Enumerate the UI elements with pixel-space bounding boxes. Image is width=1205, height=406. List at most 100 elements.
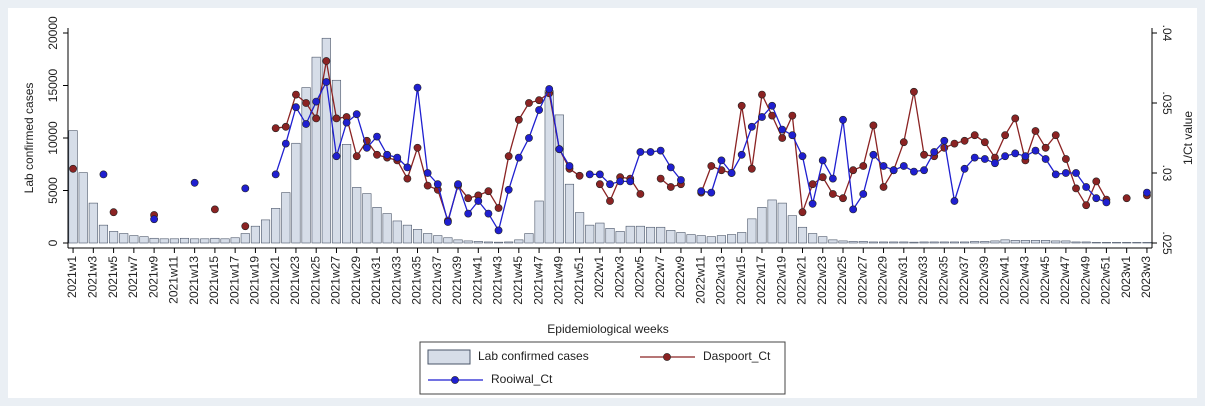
bar <box>443 237 453 244</box>
bar <box>392 220 402 244</box>
x-tick-label: 2022w25 <box>835 256 849 305</box>
bar <box>412 229 423 244</box>
point <box>1051 131 1060 140</box>
bar <box>818 236 828 244</box>
bar <box>514 239 524 244</box>
point <box>879 162 888 170</box>
x-tick-label: 2021w51 <box>572 256 586 305</box>
y-tick-label: 20000 <box>46 16 60 50</box>
point <box>940 136 949 145</box>
point <box>930 148 939 156</box>
bar <box>109 231 119 244</box>
bar <box>554 114 564 244</box>
point <box>271 124 280 133</box>
point <box>535 106 543 114</box>
point <box>798 208 807 217</box>
x-tick-label: 2022w39 <box>977 256 991 305</box>
point <box>393 153 402 162</box>
point <box>636 190 645 198</box>
point <box>1031 146 1040 155</box>
bar <box>1132 242 1142 244</box>
x-tick-label: 2021w33 <box>389 256 403 305</box>
bar <box>777 202 787 244</box>
point <box>413 83 422 92</box>
point <box>322 57 331 65</box>
point <box>1092 177 1101 186</box>
point <box>788 131 797 140</box>
x-tick-label: 2021w37 <box>430 256 444 305</box>
x-axis-title: Epidemiological weeks <box>547 322 668 336</box>
bar <box>919 241 929 244</box>
point <box>940 143 949 152</box>
x-tick-label: 2022w21 <box>795 256 809 305</box>
bar <box>1000 239 1010 244</box>
bar <box>595 222 605 244</box>
point <box>1092 194 1101 203</box>
x-tick-label: 2022w43 <box>1018 256 1032 305</box>
bar <box>321 37 331 244</box>
point <box>241 184 250 193</box>
point <box>818 156 827 165</box>
point <box>190 178 199 187</box>
point <box>595 170 604 179</box>
legend-swatch <box>427 349 471 365</box>
bar <box>179 237 190 244</box>
bar <box>382 213 392 244</box>
point <box>241 222 250 231</box>
y2-tick-label: .04 <box>1160 25 1174 42</box>
point <box>879 183 888 191</box>
point <box>1021 152 1030 161</box>
point <box>970 153 979 162</box>
point <box>514 153 523 162</box>
point <box>859 190 868 198</box>
bar <box>494 241 504 244</box>
point <box>474 197 483 205</box>
point <box>1061 155 1070 163</box>
point <box>606 197 614 205</box>
point <box>585 170 594 179</box>
legend-swatch <box>663 353 671 361</box>
bar <box>585 224 595 244</box>
point <box>636 148 645 156</box>
point <box>1041 155 1050 163</box>
point <box>778 125 787 134</box>
point <box>656 174 665 183</box>
x-tick-label: 2022w33 <box>916 256 930 305</box>
x-tick-label: 2022w19 <box>774 256 788 305</box>
bar <box>311 56 321 244</box>
bar <box>858 241 868 244</box>
y-tick-label: 15000 <box>46 68 60 102</box>
x-tick-label: 2022w47 <box>1058 256 1072 305</box>
point <box>1082 201 1091 210</box>
bar <box>848 241 858 244</box>
bar <box>828 239 838 244</box>
x-tick-label: 2022w29 <box>876 256 890 305</box>
bar <box>990 240 1000 244</box>
point <box>747 122 756 131</box>
bar <box>271 208 281 244</box>
bar <box>534 200 544 244</box>
point <box>352 152 361 161</box>
bar <box>1122 242 1132 244</box>
bar <box>524 233 534 244</box>
bar <box>1091 242 1101 244</box>
point <box>281 122 290 131</box>
bar <box>747 218 757 244</box>
point <box>980 155 989 163</box>
point <box>626 177 635 186</box>
point <box>1072 184 1080 193</box>
y-tick-label: 5000 <box>46 177 60 204</box>
bar <box>1101 242 1111 244</box>
x-tick-label: 2021w19 <box>248 256 262 305</box>
bar <box>1030 240 1041 244</box>
x-tick-label: 2022w13 <box>714 256 728 305</box>
point <box>332 152 341 161</box>
point <box>302 120 310 128</box>
x-tick-label: 2022w3 <box>612 256 626 298</box>
bar <box>757 207 767 244</box>
x-tick-label: 2022w31 <box>896 256 910 305</box>
bar <box>615 231 625 244</box>
x-tick-label: 2021w29 <box>349 256 363 305</box>
bar <box>716 235 726 244</box>
bar <box>960 241 970 244</box>
